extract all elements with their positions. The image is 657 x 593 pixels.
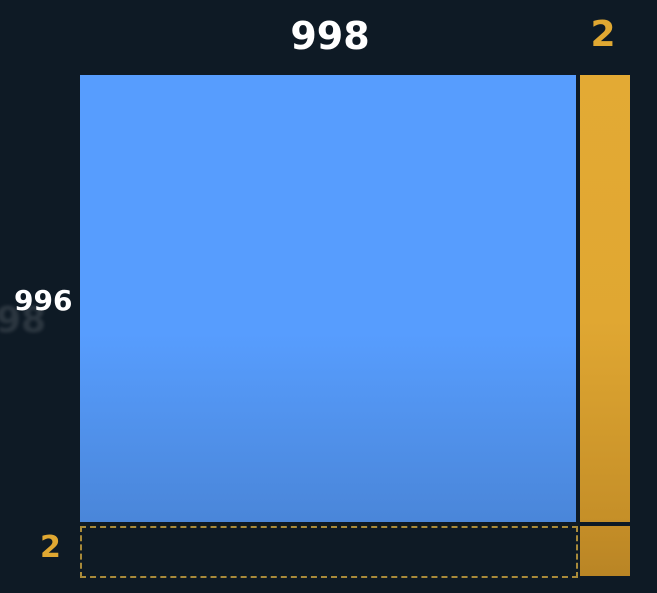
- left-height-label: 996: [14, 284, 73, 317]
- gold-corner-square: [580, 526, 630, 576]
- ghost-width-label: 98: [0, 300, 47, 341]
- blue-square: [80, 75, 576, 522]
- gold-side-bar: [580, 75, 630, 522]
- side-bar-width-label: 2: [590, 14, 616, 55]
- bottom-strip-height-label: 2: [40, 530, 61, 565]
- top-width-label: 998: [290, 14, 370, 58]
- dashed-missing-strip: [80, 526, 578, 578]
